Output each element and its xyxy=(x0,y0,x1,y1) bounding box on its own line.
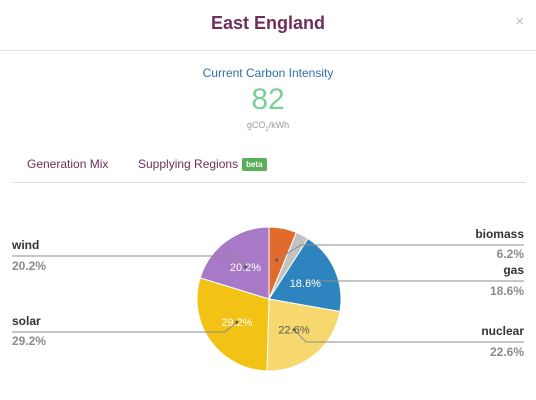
pie-leader-line-gas xyxy=(305,280,524,284)
modal-header: East England × xyxy=(0,0,536,51)
pie-legend-value-nuclear: 22.6% xyxy=(490,345,524,359)
pie-leader-line-nuclear xyxy=(293,329,524,343)
unit-sub: 2 xyxy=(265,126,269,133)
carbon-intensity-label: Current Carbon Intensity xyxy=(202,66,334,80)
pie-leader-dot-biomass xyxy=(275,258,279,262)
unit-main: gCO xyxy=(246,120,266,130)
pie-leader-dot-solar xyxy=(235,320,239,324)
pie-legend-name-solar: solar xyxy=(12,314,41,328)
pie-leader-line-wind xyxy=(12,255,246,268)
pie-slice-solar[interactable] xyxy=(196,277,270,372)
pie-legend-value-biomass: 6.2% xyxy=(497,247,525,261)
close-icon[interactable]: × xyxy=(515,13,524,30)
carbon-intensity-value: 82 xyxy=(251,83,285,116)
pie-legend-name-nuclear: nuclear xyxy=(481,324,524,338)
pie-legend-name-wind: wind xyxy=(11,238,39,252)
tab-supplying-regions-label: Supplying Regions xyxy=(138,157,239,171)
tab-supplying-regions[interactable]: Supplying Regions beta xyxy=(138,157,267,171)
pie-inner-label-gas: 18.6% xyxy=(290,278,321,290)
tab-bar: Generation Mix Supplying Regions beta xyxy=(13,150,526,183)
pie-inner-label-nuclear: 22.6% xyxy=(278,325,309,337)
pie-leader-dot-gas xyxy=(303,281,307,285)
pie-legend-name-gas: gas xyxy=(503,263,524,277)
pie-leader-line-solar xyxy=(12,321,238,333)
beta-badge: beta xyxy=(242,158,267,171)
pie-leader-dot-wind xyxy=(243,265,247,269)
pie-inner-label-solar: 29.2% xyxy=(221,317,252,329)
pie-leader-line-biomass xyxy=(276,244,524,261)
unit-tail: /kWh xyxy=(268,120,290,130)
tab-generation-mix[interactable]: Generation Mix xyxy=(27,157,109,171)
pie-slice-nuclear[interactable] xyxy=(266,298,341,372)
pie-slice-wind[interactable] xyxy=(199,226,270,300)
pie-leader-dot-nuclear xyxy=(292,328,296,332)
pie-legend-value-gas: 18.6% xyxy=(490,284,524,298)
pie-legend-value-wind: 20.2% xyxy=(12,259,46,273)
pie-legend-value-solar: 29.2% xyxy=(12,334,46,348)
pie-inner-label-wind: 20.2% xyxy=(230,262,261,274)
carbon-intensity-unit: gCO2/kWh xyxy=(0,120,536,133)
pie-legend-name-biomass: biomass xyxy=(475,227,524,241)
pie-slice-gas[interactable] xyxy=(268,237,342,313)
modal-title: East England xyxy=(210,13,326,33)
